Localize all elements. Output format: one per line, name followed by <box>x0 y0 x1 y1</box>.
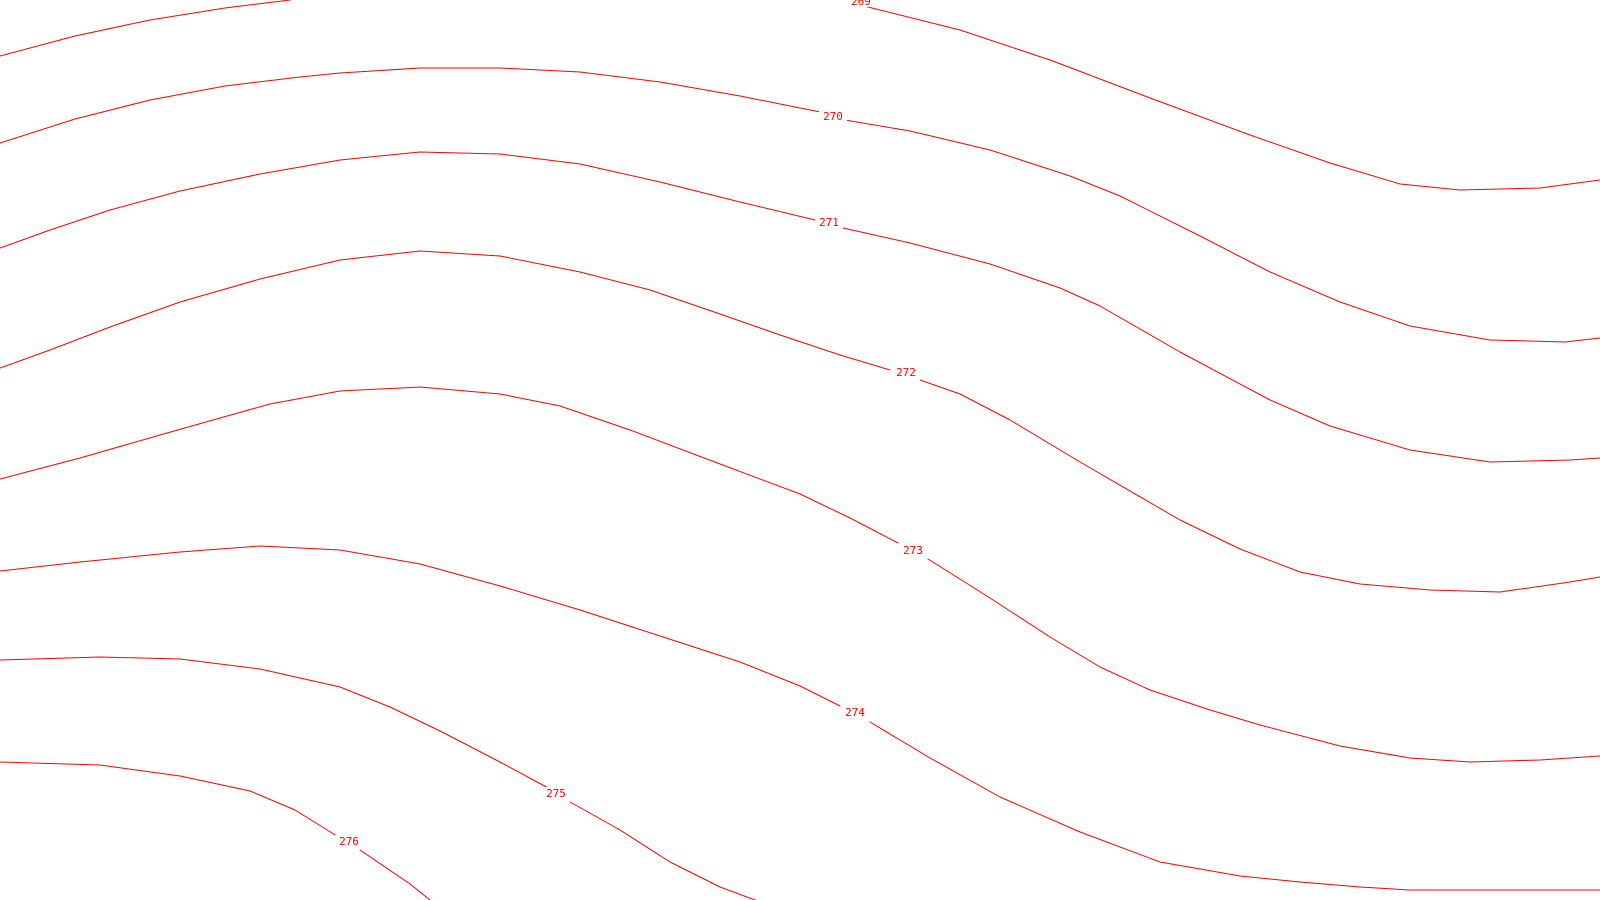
contour-line-272 <box>919 379 1600 593</box>
contour-line-275 <box>0 656 551 790</box>
contour-label-273: 273 <box>903 544 923 557</box>
contour-label-270: 270 <box>823 110 843 123</box>
contour-line-270 <box>0 67 821 144</box>
contour-label-269: 269 <box>851 0 871 8</box>
contour-276: 276 <box>0 761 431 900</box>
contour-273: 273 <box>0 386 1600 763</box>
contour-line-271 <box>0 151 816 249</box>
contour-line-276 <box>359 849 431 900</box>
contour-270: 270 <box>0 67 1600 343</box>
contour-269: 269 <box>0 0 1600 191</box>
contour-line-274 <box>0 545 841 707</box>
contour-label-276: 276 <box>339 835 359 848</box>
contour-label-272: 272 <box>896 366 916 379</box>
contour-274: 274 <box>0 545 1600 891</box>
contour-271: 271 <box>0 151 1600 463</box>
contour-line-275 <box>569 801 756 900</box>
contour-line-269 <box>859 4 1600 191</box>
contour-line-273 <box>0 386 899 544</box>
contour-line-273 <box>927 558 1600 763</box>
contour-line-270 <box>844 119 1600 343</box>
contour-275: 275 <box>0 656 756 900</box>
contour-line-271 <box>842 227 1600 463</box>
contour-line-276 <box>0 761 341 839</box>
contour-label-271: 271 <box>819 216 839 229</box>
contour-label-275: 275 <box>546 787 566 800</box>
contour-label-274: 274 <box>845 706 865 719</box>
contour-line-269 <box>0 0 291 57</box>
contour-line-272 <box>0 250 891 371</box>
contour-272: 272 <box>0 250 1600 593</box>
contour-line-274 <box>869 721 1600 891</box>
